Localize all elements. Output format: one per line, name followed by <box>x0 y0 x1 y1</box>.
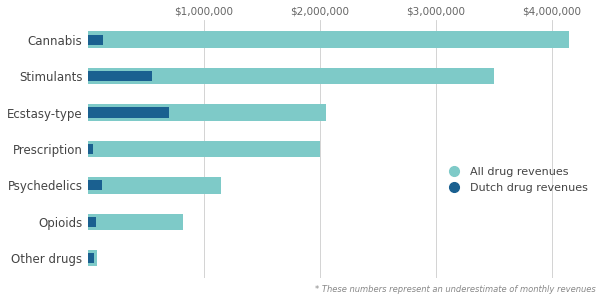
Text: * These numbers represent an underestimate of monthly revenues: * These numbers represent an underestima… <box>315 285 595 294</box>
Legend: All drug revenues, Dutch drug revenues: All drug revenues, Dutch drug revenues <box>438 163 592 197</box>
Bar <box>88 141 320 157</box>
Bar <box>88 71 152 81</box>
Bar <box>88 250 97 266</box>
Bar <box>88 177 221 194</box>
Bar <box>88 217 96 227</box>
Bar <box>88 214 183 230</box>
Bar <box>88 108 169 118</box>
Bar <box>88 68 494 84</box>
Bar <box>88 31 569 48</box>
Bar <box>88 180 102 190</box>
Bar <box>88 144 93 154</box>
Bar <box>88 253 94 263</box>
Bar <box>88 34 103 45</box>
Bar <box>88 104 325 121</box>
